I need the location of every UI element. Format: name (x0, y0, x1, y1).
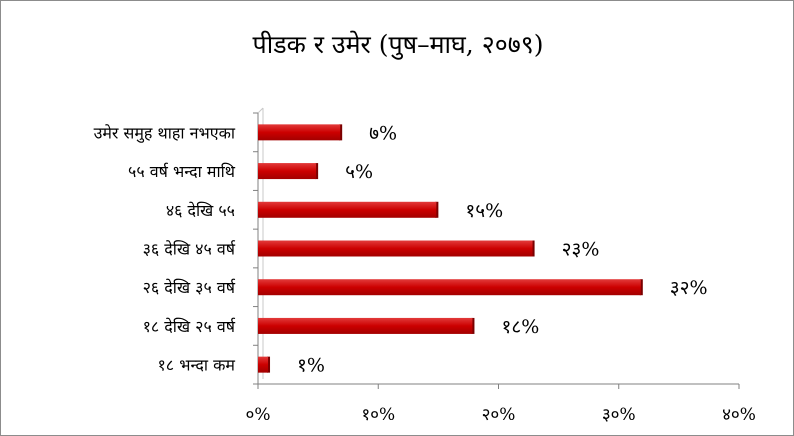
data-label: ७% (369, 122, 397, 144)
category-label: ५५ वर्ष भन्दा माथि (128, 162, 236, 181)
category-label: १८ देखि २५ वर्ष (143, 317, 236, 336)
category-label: ३६ देखि ४५ वर्ष (143, 240, 236, 259)
bar (258, 124, 341, 141)
category-label: ४६ देखि ५५ (166, 201, 235, 220)
bar-end-cap (639, 279, 643, 296)
category-label: २६ देखि ३५ वर्ष (143, 278, 236, 297)
bar-end-cap (267, 356, 271, 373)
bar (258, 201, 437, 218)
bar-end-cap (531, 240, 535, 257)
bar-end-cap (339, 124, 343, 141)
labels: ०% १०% २०% ३०% ४०% उमेर समुह थाहा नभएका ७% ५५ व… (94, 122, 756, 425)
bar-end-cap (315, 163, 319, 180)
data-label: १८% (501, 316, 539, 338)
chart-title: पीडक र उमेर (पुष–माघ, २०७९) (252, 30, 544, 59)
category-label: उमेर समुह थाहा नभएका (94, 123, 236, 143)
bars (258, 124, 643, 373)
x-tick-label: २०% (482, 405, 516, 425)
data-label: १५% (465, 200, 503, 222)
bar-end-cap (471, 317, 475, 334)
data-label: ५% (345, 161, 373, 183)
data-label: १% (297, 355, 325, 377)
data-label: ३२% (670, 277, 708, 299)
bar (258, 163, 317, 180)
bar (258, 279, 641, 296)
x-tick-label: १०% (361, 405, 395, 425)
bar (258, 356, 269, 373)
x-tick-label: ०% (246, 405, 271, 425)
x-tick-label: ३०% (602, 405, 636, 425)
category-label: १८ भन्दा कम (157, 356, 235, 375)
bar-end-cap (435, 201, 439, 218)
x-tick-label: ४०% (722, 405, 756, 425)
bar (258, 317, 473, 334)
axis-back-edge (257, 107, 264, 114)
bar (258, 240, 533, 257)
data-label: २३% (562, 239, 600, 261)
